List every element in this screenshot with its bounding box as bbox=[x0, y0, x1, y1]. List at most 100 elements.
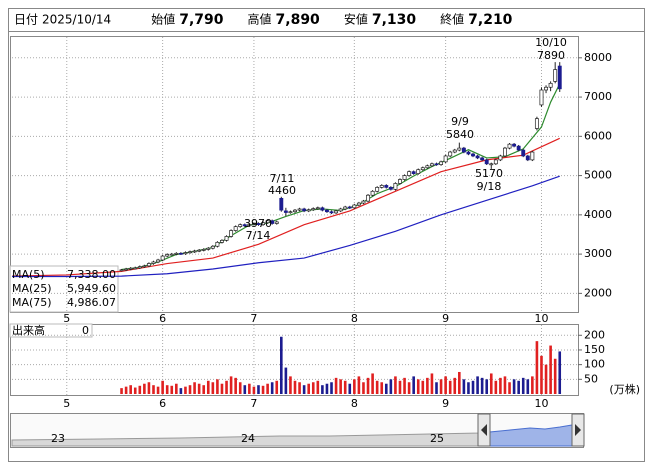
legend-value: 7,338.00 bbox=[67, 268, 116, 281]
candle-body bbox=[206, 247, 211, 250]
candle-body bbox=[439, 161, 444, 165]
candle-body bbox=[261, 222, 265, 226]
volume-bar bbox=[284, 367, 288, 394]
volume-bar bbox=[439, 379, 443, 394]
candle-body bbox=[178, 252, 183, 255]
candle-body bbox=[160, 255, 165, 261]
volume-bar bbox=[193, 382, 196, 394]
volume-bar bbox=[248, 383, 251, 394]
volume-bar bbox=[540, 355, 543, 394]
volume-bar bbox=[416, 379, 420, 394]
header-label: 安値 bbox=[344, 12, 368, 27]
volume-bar bbox=[535, 341, 539, 394]
candle-body bbox=[146, 263, 151, 267]
volume-bar bbox=[531, 376, 534, 394]
header-label: 終値 bbox=[440, 12, 464, 27]
y-tick-label: 4000 bbox=[584, 208, 612, 221]
candle-body bbox=[466, 151, 471, 155]
volume-bar bbox=[544, 364, 548, 394]
candle-body bbox=[128, 267, 133, 270]
x-tick-label: 5 bbox=[63, 397, 70, 410]
volume-bar bbox=[302, 385, 306, 394]
candle-body bbox=[220, 240, 224, 243]
candle-body bbox=[306, 209, 311, 212]
volume-bar bbox=[311, 382, 315, 394]
volume-bar bbox=[467, 382, 470, 394]
candle-body bbox=[315, 207, 320, 210]
volume-bar bbox=[549, 345, 552, 394]
volume-bar bbox=[412, 376, 415, 394]
ma-line bbox=[12, 175, 560, 278]
x-tick-label: 9 bbox=[442, 312, 449, 325]
annotation-date: 7/11 bbox=[270, 172, 295, 185]
volume-bar bbox=[558, 351, 562, 394]
volume-bar bbox=[293, 380, 297, 394]
candle-body bbox=[512, 143, 517, 147]
y-tick-label: 8000 bbox=[584, 51, 612, 64]
volume-bar bbox=[499, 377, 502, 394]
candle-body bbox=[169, 253, 174, 256]
volume-bar bbox=[517, 380, 520, 394]
volume-bar bbox=[211, 382, 215, 394]
candle-body bbox=[124, 268, 129, 271]
candle-body bbox=[557, 65, 562, 90]
volume-bar bbox=[394, 376, 397, 394]
header-label: 高値 bbox=[248, 12, 272, 27]
candle-body bbox=[174, 252, 179, 255]
candle-body bbox=[534, 118, 539, 129]
candle-body bbox=[461, 147, 466, 153]
candle-body bbox=[498, 155, 503, 161]
volume-bar bbox=[398, 380, 402, 394]
candle-body bbox=[471, 153, 475, 157]
x-tick-label: 10 bbox=[534, 312, 548, 325]
legend-value: 5,949.60 bbox=[67, 282, 116, 295]
candle-body bbox=[530, 151, 535, 161]
volume-bar bbox=[426, 377, 429, 394]
candle-body bbox=[137, 266, 142, 269]
volume-tick-label: 100 bbox=[584, 358, 605, 371]
y-tick-label: 7000 bbox=[584, 90, 612, 103]
y-tick-label: 3000 bbox=[584, 247, 612, 260]
candle-body bbox=[379, 185, 384, 188]
candle-body bbox=[507, 143, 512, 149]
candle-body bbox=[457, 147, 462, 151]
volume-bar bbox=[321, 385, 324, 394]
candle-body bbox=[297, 208, 302, 211]
volume-bar bbox=[485, 379, 489, 394]
x-tick-label: 9 bbox=[442, 397, 449, 410]
volume-bar bbox=[161, 380, 164, 394]
candle-body bbox=[393, 183, 398, 190]
y-tick-label: 6000 bbox=[584, 129, 612, 142]
volume-bar bbox=[175, 383, 178, 394]
candle-body bbox=[484, 159, 489, 165]
candle-body bbox=[544, 86, 548, 91]
annotation-date: 9/9 bbox=[451, 115, 469, 128]
navigator-label: 23 bbox=[51, 432, 65, 445]
header-value: 7,790 bbox=[179, 12, 224, 28]
volume-bar bbox=[444, 376, 447, 394]
volume-bar bbox=[133, 387, 137, 394]
annotation-date: 9/18 bbox=[477, 180, 502, 193]
volume-bar bbox=[124, 386, 128, 394]
candle-body bbox=[398, 179, 402, 184]
volume-bar bbox=[298, 382, 301, 394]
volume-bar bbox=[334, 377, 338, 394]
volume-bar bbox=[435, 382, 438, 394]
candle-body bbox=[343, 206, 348, 210]
volume-bar bbox=[238, 382, 242, 394]
volume-bar bbox=[353, 379, 356, 394]
candle-body bbox=[151, 261, 156, 264]
annotation-price: 4460 bbox=[268, 184, 296, 197]
legend bbox=[9, 265, 119, 313]
volume-bar bbox=[512, 379, 516, 394]
volume-label-value: 0 bbox=[82, 324, 89, 337]
volume-bar bbox=[489, 373, 493, 394]
candle-body bbox=[279, 198, 284, 211]
candle-body bbox=[274, 221, 279, 224]
candle-body bbox=[521, 149, 526, 157]
candle-body bbox=[251, 223, 256, 225]
volume-bar bbox=[375, 380, 379, 394]
volume-bar bbox=[448, 380, 452, 394]
header-value: 7,130 bbox=[372, 12, 417, 28]
volume-bar bbox=[188, 385, 192, 394]
